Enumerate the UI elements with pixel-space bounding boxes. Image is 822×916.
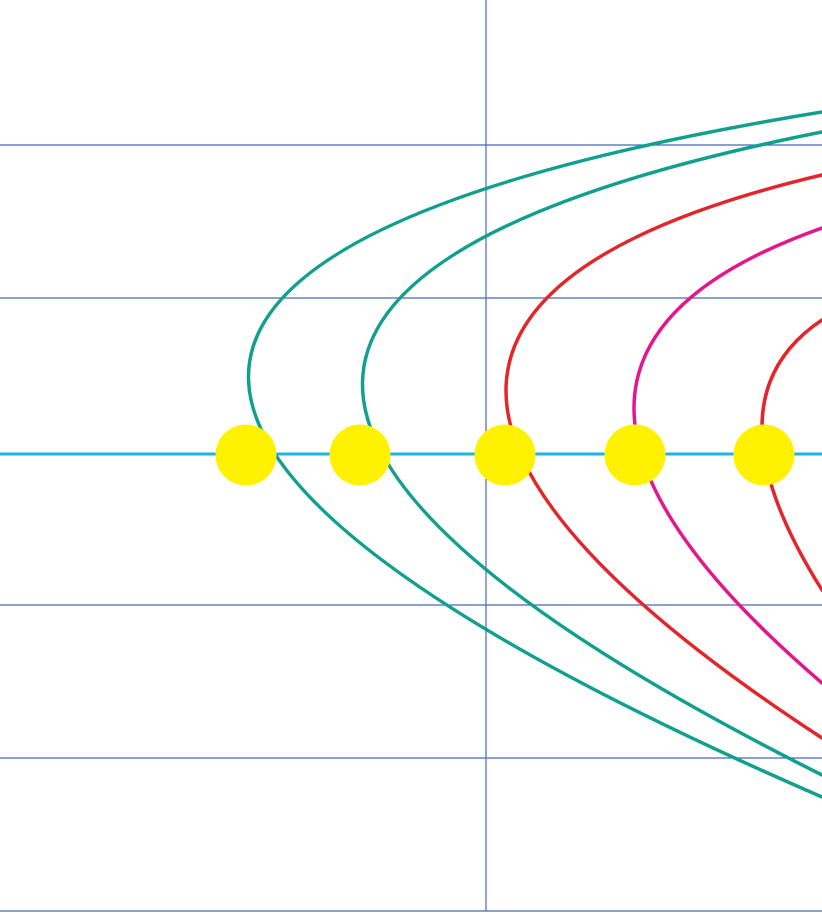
- parabola-curves: [247, 110, 822, 799]
- parabola-4: [632, 226, 822, 685]
- parabola-3: [504, 173, 822, 740]
- vertex-point-5: [733, 424, 795, 486]
- vertex-point-3: [474, 424, 536, 486]
- parabola-1: [247, 110, 822, 799]
- vertex-point-2: [329, 424, 391, 486]
- vertex-points: [215, 424, 795, 486]
- vertex-point-4: [604, 424, 666, 486]
- vertex-point-1: [215, 424, 277, 486]
- parabola-2: [360, 130, 822, 777]
